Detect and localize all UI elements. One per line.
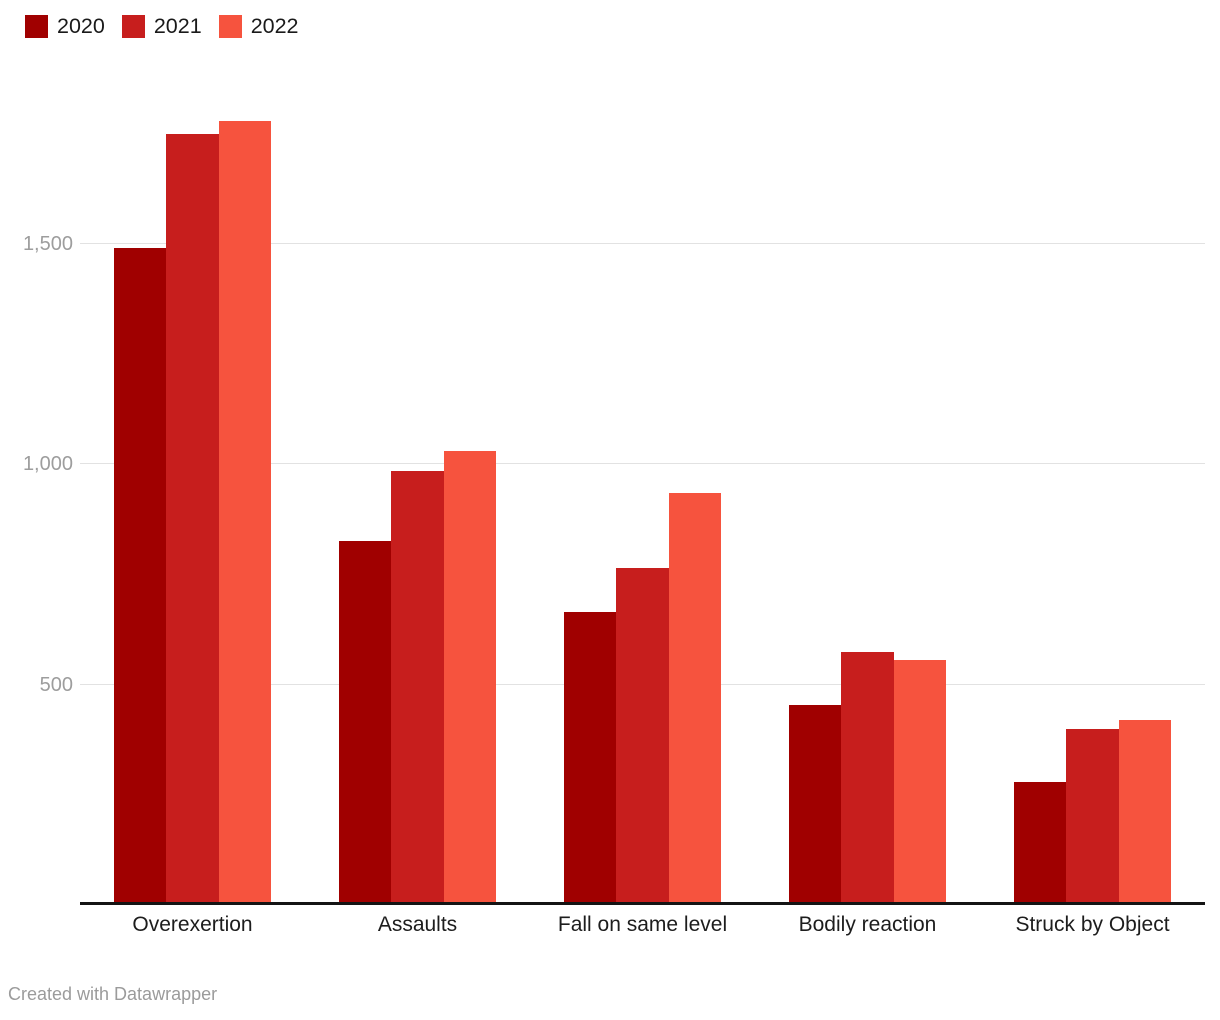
x-axis-label-overexertion: Overexertion — [132, 913, 253, 936]
legend-swatch-2022 — [218, 15, 242, 38]
bar-2021-fall-on-same-level — [616, 567, 669, 905]
legend-item-2020: 2020 — [25, 14, 105, 39]
legend-swatch-2020 — [25, 15, 48, 38]
x-axis-label-struck-by-object: Struck by Object — [1015, 913, 1170, 936]
bar-group-fall-on-same-level — [564, 493, 721, 905]
plot-area: 500 1,000 1,500 — [0, 90, 1220, 905]
legend-label: 2020 — [57, 14, 105, 38]
bar-2022-fall-on-same-level — [668, 493, 721, 905]
legend: 2020 2021 2022 — [25, 14, 299, 39]
x-axis-label-assaults: Assaults — [377, 913, 458, 936]
bar-2020-overexertion — [114, 248, 167, 905]
x-axis-labels: Overexertion Assaults Fall on same level Bo… — [80, 913, 1205, 937]
bar-2020-struck-by-object — [1014, 781, 1067, 905]
legend-item-2022: 2022 — [218, 14, 299, 39]
bar-2021-struck-by-object — [1066, 728, 1119, 905]
bar-2022-struck-by-object — [1118, 719, 1171, 905]
legend-label: 2021 — [153, 14, 202, 38]
bar-group-assaults — [339, 451, 496, 905]
bar-2021-bodily-reaction — [841, 651, 894, 905]
bar-2022-assaults — [443, 451, 496, 905]
x-axis-label-fall-on-same-level: Fall on same level — [557, 913, 728, 936]
y-tick-label-1000: 1,000 — [22, 453, 73, 475]
bar-2021-overexertion — [166, 133, 219, 905]
bar-2022-overexertion — [218, 120, 271, 905]
bar-2020-assaults — [339, 541, 392, 905]
gridline-1000 — [80, 463, 1205, 464]
legend-label: 2022 — [250, 14, 299, 38]
legend-swatch-2021 — [121, 15, 145, 38]
legend-item-2021: 2021 — [121, 14, 202, 39]
gridline-1500 — [80, 243, 1205, 244]
bar-2020-fall-on-same-level — [564, 612, 617, 905]
footer-credit: Created with Datawrapper — [8, 984, 218, 1004]
bar-2021-assaults — [391, 470, 444, 905]
x-axis-label-bodily-reaction: Bodily reaction — [798, 913, 937, 936]
bar-2022-bodily-reaction — [893, 660, 946, 905]
bar-group-bodily-reaction — [789, 651, 946, 905]
bar-2020-bodily-reaction — [789, 704, 842, 905]
bar-group-struck-by-object — [1014, 719, 1171, 905]
bars-layer — [80, 90, 1205, 905]
bar-group-overexertion — [114, 120, 271, 905]
y-tick-label-1500: 1,500 — [22, 233, 73, 255]
y-tick-label-500: 500 — [39, 674, 73, 696]
x-axis-line — [80, 902, 1205, 905]
